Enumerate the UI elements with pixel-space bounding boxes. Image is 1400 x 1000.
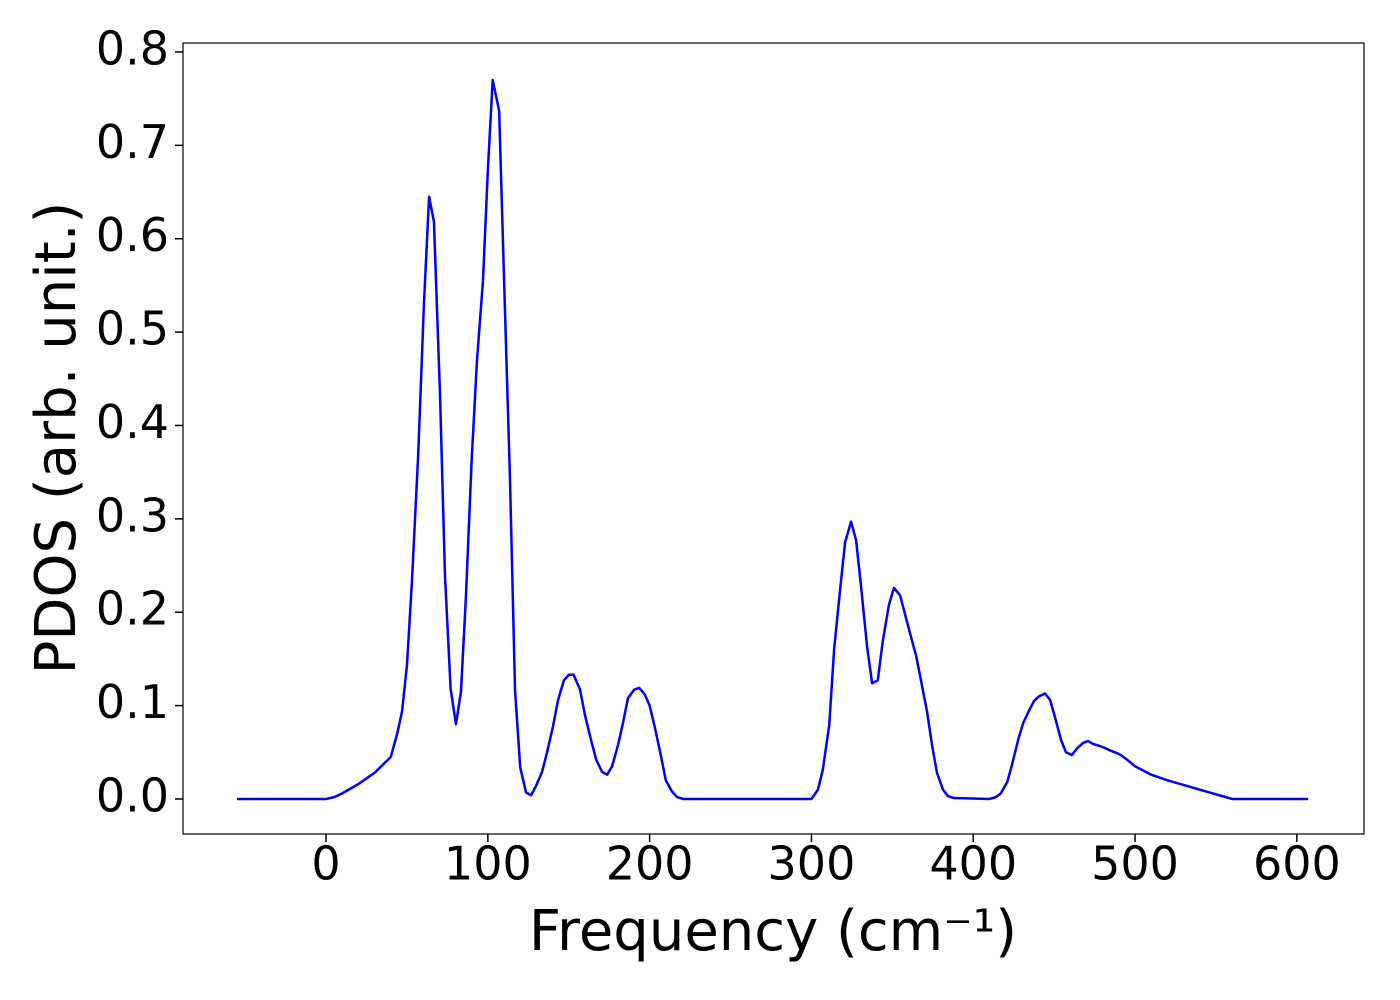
x-tick-label: 100: [444, 837, 532, 891]
line-series: [237, 78, 1309, 801]
y-tick-label: 0.3: [96, 488, 169, 542]
x-tick-label: 200: [606, 837, 694, 891]
plot-frame: [182, 42, 1365, 835]
y-tick-label: 0.6: [96, 208, 169, 262]
y-axis-label: PDOS (arb. unit.): [24, 202, 89, 675]
y-tick-label: 0.8: [96, 21, 169, 75]
y-tick-label: 0.0: [96, 768, 169, 822]
x-tick-label: 0: [311, 837, 340, 891]
y-tick-label: 0.2: [96, 582, 169, 636]
x-tick-label: 500: [1091, 837, 1179, 891]
y-tick-label: 0.4: [96, 395, 169, 449]
x-axis-label: Frequency (cm⁻¹): [529, 899, 1017, 964]
x-tick-label: 600: [1253, 837, 1341, 891]
y-tick-label: 0.1: [96, 675, 169, 729]
x-tick-label: 400: [929, 837, 1017, 891]
y-tick-label: 0.5: [96, 302, 169, 356]
y-tick-label: 0.7: [96, 115, 169, 169]
x-tick-label: 300: [768, 837, 856, 891]
